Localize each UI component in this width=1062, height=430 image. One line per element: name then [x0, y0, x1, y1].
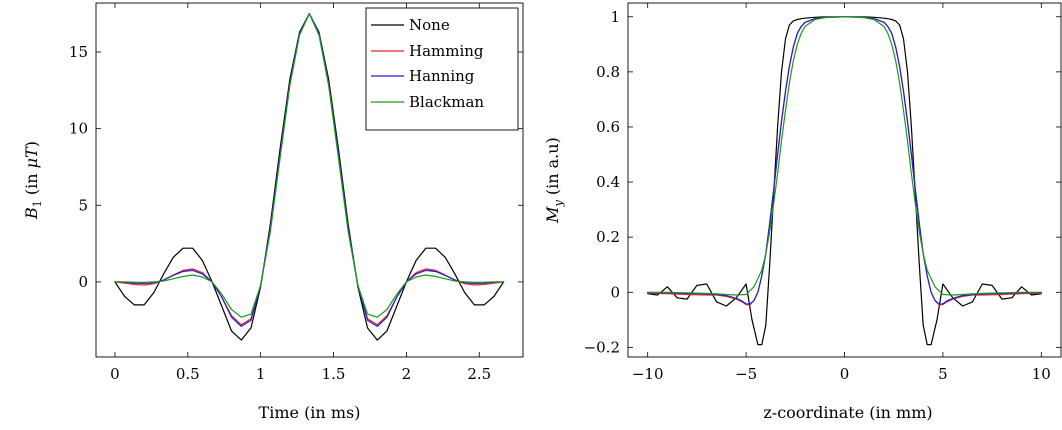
legend-label-blackman: Blackman: [409, 93, 484, 111]
chart-b1-x-ticks: 0 0.5 1 1.5 2 2.5: [110, 3, 491, 383]
chart-b1-x-tick-label-0-5: 0.5: [176, 365, 200, 383]
legend-box: [365, 7, 519, 131]
chart-my-series-hanning-line: [647, 16, 1042, 305]
chart-b1-x-tick-label-2-5: 2.5: [467, 365, 491, 383]
legend-entry-blackman: Blackman: [371, 93, 484, 111]
chart-b1-legend: None Hamming Hanning Blackman: [365, 7, 519, 131]
chart-my-y-ticks: −0.2 0 0.2 0.4 0.6 0.8 1: [584, 8, 1061, 356]
chart-my-x-tick-label-5: 5: [938, 365, 948, 383]
chart-b1-x-axis-label: Time (in ms): [259, 403, 361, 422]
chart-my-y-tick-label-0-8: 0.8: [596, 63, 620, 81]
legend-entry-none: None: [371, 16, 450, 34]
chart-b1-x-tick-label-2: 2: [402, 365, 412, 383]
chart-b1-y-axis-label: B1 (in μT): [22, 141, 44, 220]
chart-my-y-tick-label-0-6: 0.6: [596, 118, 620, 136]
chart-b1-series-blackman-line: [114, 13, 505, 318]
chart-b1-x-tick-label-1-5: 1.5: [322, 365, 346, 383]
legend-label-none: None: [409, 16, 450, 34]
chart-my-y-tick-label-1: 1: [610, 8, 620, 26]
chart-my-y-tick-label-0-4: 0.4: [596, 173, 620, 191]
chart-b1-y-axis-label-suffix: ): [22, 141, 41, 147]
chart-my-frame: [627, 2, 1062, 358]
chart-b1-y-tick-label-15: 15: [69, 43, 88, 61]
chart-my-y-axis-label-rest: (in a.u): [543, 137, 562, 200]
chart-my-y-axis-label-main: M: [543, 206, 562, 224]
chart-b1: 0 0.5 1 1.5 2 2.5 0 5 10 15 Time (in ms) B1 (in …: [22, 2, 524, 422]
chart-my-x-ticks: −10 −5 0 5 10: [632, 3, 1051, 383]
chart-my-x-axis-label: z-coordinate (in mm): [763, 403, 932, 422]
chart-b1-series: [114, 13, 505, 341]
chart-my-y-tick-label-0-2: −0.2: [584, 338, 620, 356]
chart-my-y-tick-label-0: 0: [610, 283, 620, 301]
chart-my-y-axis-label: My (in a.u): [543, 137, 565, 224]
chart-my-y-tick-label-0-2: 0.2: [596, 228, 620, 246]
chart-b1-y-ticks: 0 5 10 15: [69, 43, 523, 291]
chart-b1-y-axis-label-main: B: [22, 207, 41, 220]
chart-b1-frame: [95, 2, 524, 358]
chart-b1-y-tick-label-5: 5: [78, 196, 88, 214]
chart-my: −10 −5 0 5 10 −0.2 0 0.2 0.4 0.6 0.8 1 z-coordinat…: [543, 2, 1062, 422]
chart-b1-x-tick-label-0: 0: [110, 365, 120, 383]
legend-label-hamming: Hamming: [409, 42, 484, 60]
chart-my-x-tick-label-5: −5: [735, 365, 757, 383]
chart-b1-y-axis-label-math: μT: [22, 146, 41, 168]
chart-my-y-axis-label-sub: y: [552, 199, 565, 207]
chart-b1-y-tick-label-10: 10: [69, 120, 88, 138]
chart-b1-y-axis-label-prefix: (in: [22, 168, 41, 200]
chart-b1-x-tick-label-1: 1: [256, 365, 266, 383]
chart-my-x-tick-label-10: 10: [1032, 365, 1051, 383]
chart-my-x-tick-label-10: −10: [632, 365, 664, 383]
chart-my-series-hamming-line: [647, 16, 1042, 306]
chart-my-series-blackman-line: [647, 16, 1042, 296]
legend-entry-hanning: Hanning: [371, 67, 475, 85]
chart-b1-y-axis-label-sub: 1: [31, 200, 44, 207]
chart-my-x-tick-label-0: 0: [840, 365, 850, 383]
chart-b1-y-tick-label-0: 0: [78, 273, 88, 291]
legend-entry-hamming: Hamming: [371, 42, 484, 60]
legend-label-hanning: Hanning: [409, 67, 475, 85]
chart-my-series: [647, 16, 1042, 346]
